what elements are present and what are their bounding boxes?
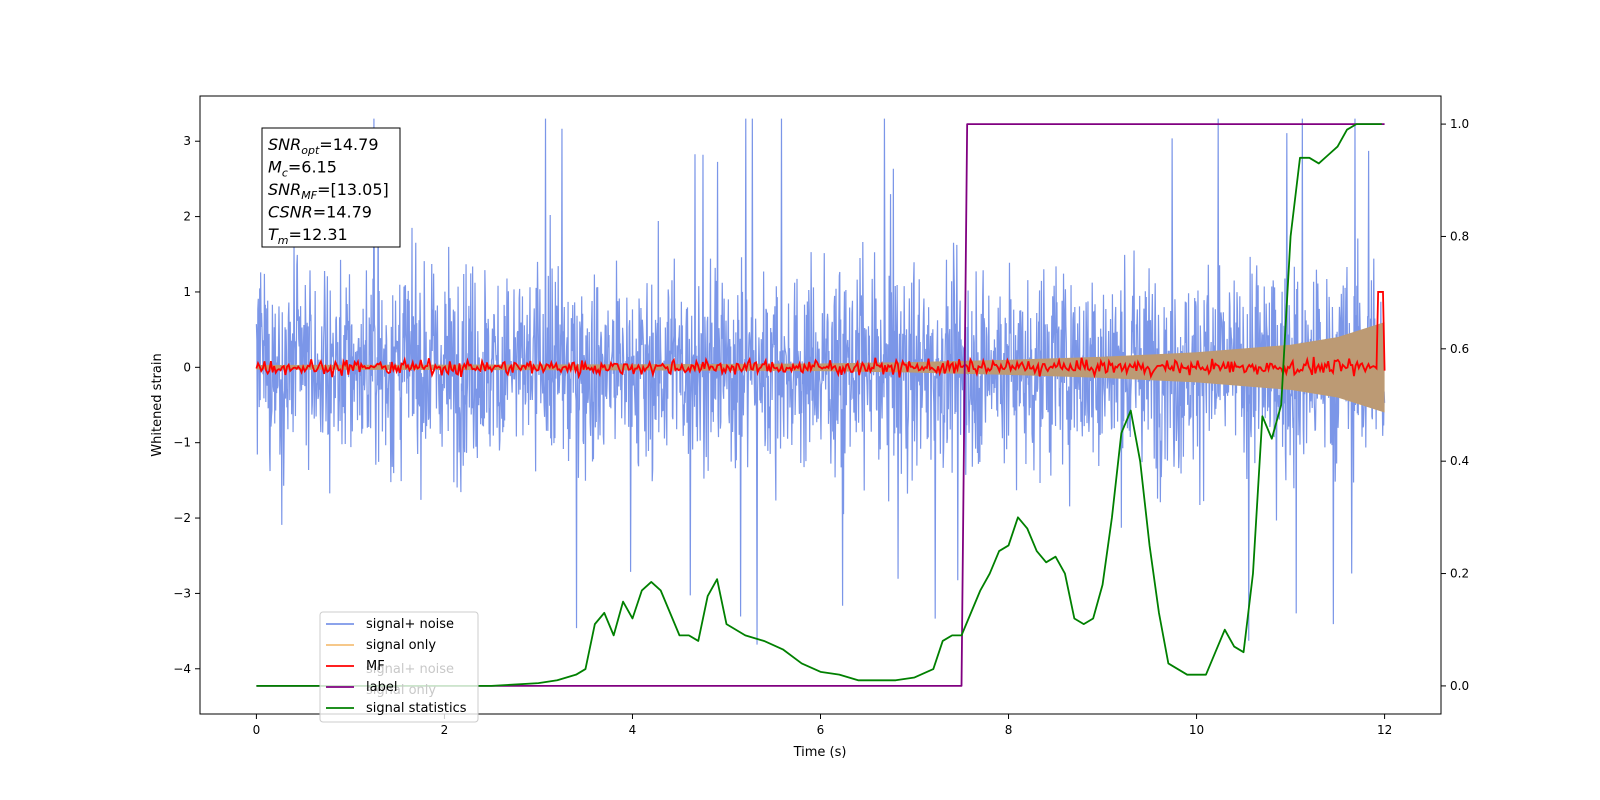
- y-right-tick-label: 1.0: [1450, 117, 1469, 131]
- y-left-tick-label: 3: [183, 134, 191, 148]
- legend: signal+ noise signal only signal+ noise sig…: [319, 611, 479, 723]
- series-mf-line: [255, 291, 1386, 380]
- annotation-line: SNRMF=[13.05]: [268, 180, 389, 202]
- y-right-tick-label: 0.4: [1450, 454, 1469, 468]
- series-label-line: [256, 123, 1385, 687]
- y-right-tick-label: 0.0: [1450, 679, 1469, 693]
- legend-label: signal+ noise: [366, 617, 454, 632]
- x-axis-label: Time (s): [793, 745, 847, 760]
- y-left-tick-label: −1: [173, 436, 191, 450]
- x-tick-label: 12: [1377, 723, 1392, 737]
- x-tick-label: 4: [629, 723, 637, 737]
- annotation-frame: [261, 127, 401, 248]
- y-right-tick-label: 0.2: [1450, 567, 1469, 581]
- x-tick-label: 6: [817, 723, 825, 737]
- series-signal-statistics-line: [256, 123, 1382, 687]
- y-right-tick-label: 0.8: [1450, 229, 1469, 243]
- x-tick-label: 8: [1005, 723, 1013, 737]
- x-tick-label: 0: [253, 723, 261, 737]
- legend-label: label: [366, 680, 397, 695]
- x-tick-label: 10: [1189, 723, 1204, 737]
- y-left-tick-label: −2: [173, 511, 191, 525]
- annotation-line: Tm=12.31: [268, 225, 348, 247]
- legend-label: signal only: [366, 638, 436, 653]
- plot-area: [255, 118, 1386, 687]
- annotation-box: SNRopt=14.79Mc=6.15SNRMF=[13.05]CSNR=14.…: [261, 127, 401, 248]
- x-tick-label: 2: [441, 723, 449, 737]
- legend-frame: [319, 611, 479, 723]
- y-left-tick-label: −4: [173, 662, 191, 676]
- y-left-tick-label: 0: [183, 360, 191, 374]
- legend-label: signal statistics: [366, 701, 467, 716]
- legend-ghost-label: signal only: [366, 683, 436, 698]
- y-axis-label: Whitened strain: [150, 353, 165, 456]
- y-left-tick-label: 2: [183, 210, 191, 224]
- legend-label: MF: [366, 659, 385, 674]
- annotation-line: Mc=6.15: [268, 158, 337, 180]
- y-left-tick-label: 1: [183, 285, 191, 299]
- series-signal-noise-line: [255, 118, 1386, 645]
- y-right-tick-label: 0.6: [1450, 342, 1469, 356]
- legend-ghost-label: signal+ noise: [366, 662, 454, 677]
- annotation-line: CSNR=14.79: [268, 203, 372, 222]
- y-left-tick-label: −3: [173, 586, 191, 600]
- annotation-line: SNRopt=14.79: [268, 135, 379, 157]
